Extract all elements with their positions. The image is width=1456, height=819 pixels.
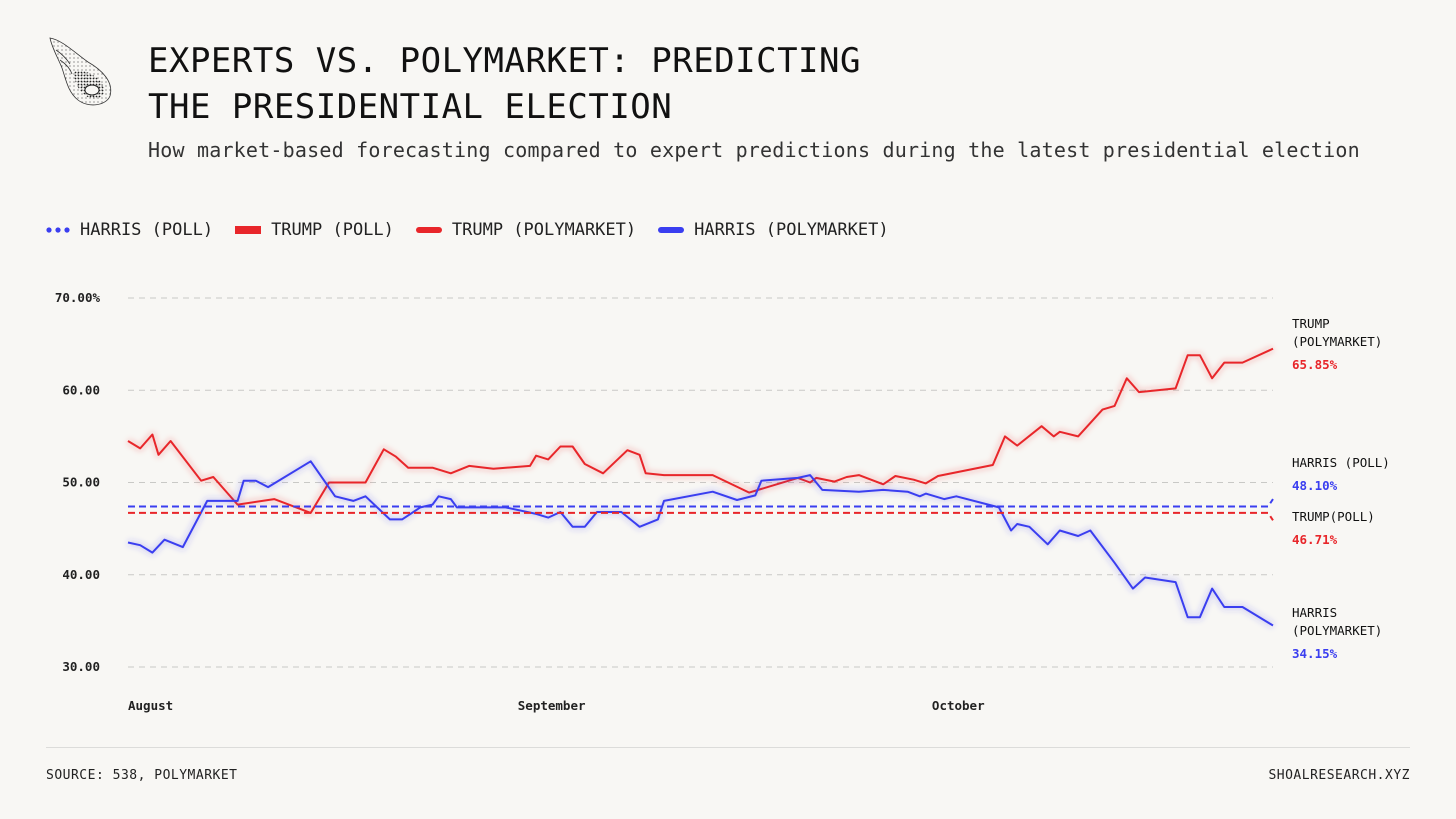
x-axis: August September October (128, 698, 985, 713)
legend-swatch-line-blue (658, 227, 685, 233)
y-tick-label: 60.00 (62, 382, 100, 397)
series-line-harris-poll (128, 498, 1274, 508)
x-tick-label: September (518, 698, 586, 713)
series-line-harris-polymarket (127, 460, 1274, 627)
legend: HARRIS (POLL) TRUMP (POLL) TRUMP (POLYMA… (46, 220, 911, 240)
y-tick-label: 70.00% (55, 290, 101, 305)
y-tick-label: 50.00 (62, 475, 100, 490)
y-tick-label: 40.00 (62, 567, 100, 582)
legend-swatch-dotted (46, 227, 70, 233)
legend-label-harris-polymarket: HARRIS (POLYMARKET) (694, 220, 889, 240)
legend-swatch-block (235, 226, 262, 234)
series-line-trump-polymarket (127, 347, 1274, 514)
legend-item-trump-poll: TRUMP (POLL) (235, 220, 394, 240)
shell-logo-icon (49, 37, 112, 106)
series-line-trump-poll (128, 511, 1274, 521)
legend-label-harris-poll: HARRIS (POLL) (80, 220, 214, 240)
end-label-name: HARRIS (POLL) (1292, 455, 1390, 470)
x-tick-label: August (128, 698, 173, 713)
series-glow-trump-polymarket (126, 345, 1275, 516)
site-link[interactable]: SHOALRESEARCH.XYZ (1268, 768, 1410, 783)
legend-label-trump-polymarket: TRUMP (POLYMARKET) (451, 220, 637, 240)
end-label-name: (POLYMARKET) (1292, 623, 1382, 638)
legend-item-trump-polymarket: TRUMP (POLYMARKET) (415, 220, 637, 240)
source-note: SOURCE: 538, POLYMARKET (46, 768, 238, 783)
chart-subtitle: How market-based forecasting compared to… (148, 138, 1360, 162)
chart-title: EXPERTS VS. POLYMARKET: PREDICTING THE PR… (148, 41, 861, 127)
end-label-value: 34.15% (1292, 646, 1338, 661)
legend-item-harris-poll: HARRIS (POLL) (46, 220, 213, 240)
footer-divider (46, 747, 1410, 748)
y-tick-label: 30.00 (62, 659, 100, 674)
end-label-name: HARRIS (1292, 605, 1337, 620)
end-label-value: 48.10% (1292, 478, 1338, 493)
legend-item-harris-polymarket: HARRIS (POLYMARKET) (658, 220, 889, 240)
end-label-value: 65.85% (1292, 357, 1338, 372)
end-label-name: TRUMP (1292, 316, 1330, 331)
end-label-name: TRUMP(POLL) (1292, 509, 1375, 524)
y-axis: 70.00% 60.00 50.00 40.00 30.00 (55, 290, 101, 674)
legend-label-trump-poll: TRUMP (POLL) (271, 220, 394, 240)
end-label-value: 46.71% (1292, 532, 1338, 547)
end-label-name: (POLYMARKET) (1292, 334, 1382, 349)
x-tick-label: October (932, 698, 985, 713)
grid (128, 297, 1273, 668)
series (126, 345, 1275, 629)
legend-swatch-line-red (415, 227, 442, 233)
end-labels: TRUMP (POLYMARKET) 65.85% HARRIS (POLYMARKET… (1292, 316, 1390, 661)
